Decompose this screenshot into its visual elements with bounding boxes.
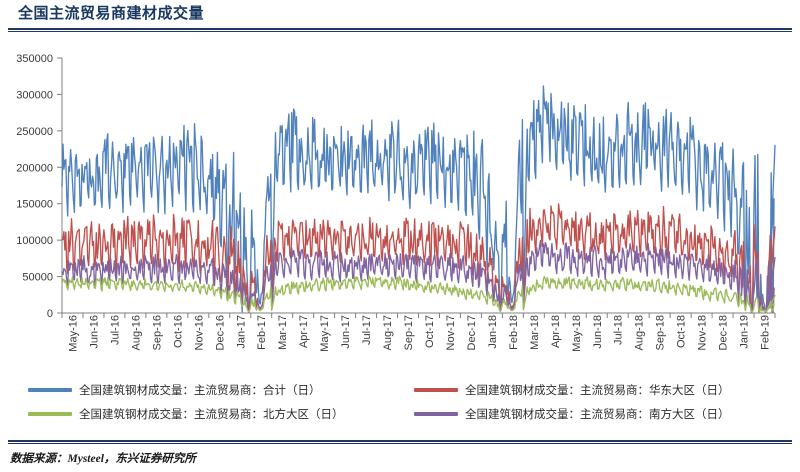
chart-legend: 全国建筑钢材成交量：主流贸易商：合计（日） 全国建筑钢材成交量：主流贸易商：华东…	[0, 378, 800, 426]
legend-label-east: 全国建筑钢材成交量：主流贸易商：华东大区（日）	[465, 385, 730, 397]
x-tick-label: Dec-16	[214, 315, 226, 350]
x-tick-label: Nov-18	[697, 315, 709, 350]
x-tick-label: Jun-17	[340, 315, 352, 349]
footer-divider-thick	[8, 440, 792, 442]
x-tick-label: Nov-16	[193, 315, 205, 350]
x-tick-label: Feb-18	[508, 315, 520, 350]
x-tick-label: Aug-16	[130, 315, 142, 350]
x-tick-label: Jan-18	[487, 315, 499, 349]
x-tick-label: May-18	[571, 315, 583, 352]
footer-source: 数据来源：Mysteel，东兴证券研究所	[10, 453, 196, 465]
x-tick-label: Feb-17	[256, 315, 268, 350]
x-tick-label: May-16	[67, 315, 79, 352]
legend-swatch-east	[414, 388, 458, 392]
title-bar: 全国主流贸易商建材成交量	[18, 4, 782, 24]
x-tick-label: Jul-17	[361, 315, 373, 345]
series-line-south	[61, 239, 776, 313]
legend-swatch-total	[28, 388, 72, 392]
y-tick-label: 250000	[16, 126, 53, 138]
x-tick-label: Aug-18	[634, 315, 646, 350]
page-title: 全国主流贸易商建材成交量	[18, 5, 205, 22]
series-line-north	[61, 275, 776, 313]
x-tick-label: Nov-17	[445, 315, 457, 350]
x-tick-label: Sep-18	[655, 315, 667, 350]
chart-svg: 0 50000 100000 150000 200000 250000 300000 3500…	[16, 53, 776, 320]
x-tick-label: May-17	[319, 315, 331, 352]
title-divider-thick	[8, 28, 792, 30]
x-tick-label: Jan-17	[235, 315, 247, 349]
x-tick-label: Feb-19	[760, 315, 772, 350]
x-tick-label: Mar-18	[529, 315, 541, 350]
y-tick-label: 300000	[16, 89, 53, 101]
legend-swatch-north	[28, 412, 72, 416]
legend-item-total[interactable]: 全国建筑钢材成交量：主流贸易商：合计（日）	[28, 380, 321, 400]
x-tick-label: Aug-17	[382, 315, 394, 350]
y-tick-label: 350000	[16, 53, 53, 65]
legend-swatch-south	[414, 412, 458, 416]
x-tick-label: Mar-17	[277, 315, 289, 350]
legend-item-north[interactable]: 全国建筑钢材成交量：主流贸易商：北方大区（日）	[28, 404, 344, 424]
x-tick-label: Apr-17	[298, 315, 310, 348]
x-tick-label: Dec-17	[466, 315, 478, 350]
x-tick-label: Sep-16	[151, 315, 163, 350]
legend-label-north: 全国建筑钢材成交量：主流贸易商：北方大区（日）	[79, 409, 344, 421]
y-axis-ticks	[57, 57, 62, 314]
y-tick-label: 50000	[22, 272, 53, 284]
y-tick-label: 0	[47, 308, 53, 320]
legend-label-south: 全国建筑钢材成交量：主流贸易商：南方大区（日）	[465, 409, 730, 421]
x-tick-label: Jul-18	[613, 315, 625, 345]
x-tick-label: Jun-16	[88, 315, 100, 349]
legend-item-east[interactable]: 全国建筑钢材成交量：主流贸易商：华东大区（日）	[414, 380, 730, 400]
series-line-east	[61, 203, 776, 313]
x-tick-label: Apr-18	[550, 315, 562, 348]
x-tick-label: Jul-16	[109, 315, 121, 345]
title-divider-thin	[8, 31, 792, 32]
footer-divider-thin	[8, 443, 792, 444]
x-axis-ticks	[61, 313, 776, 318]
x-tick-label: Oct-17	[424, 315, 436, 348]
y-tick-label: 100000	[16, 235, 53, 247]
x-tick-label: Sep-17	[403, 315, 415, 350]
x-tick-label: Dec-18	[718, 315, 730, 350]
data-series-group	[61, 85, 776, 313]
x-tick-label: Jun-18	[592, 315, 604, 349]
x-tick-label: Oct-16	[172, 315, 184, 348]
series-line-total	[61, 85, 776, 313]
y-tick-label: 150000	[16, 199, 53, 211]
y-tick-label: 200000	[16, 162, 53, 174]
y-axis-labels: 0 50000 100000 150000 200000 250000 300000 3500…	[16, 53, 53, 320]
x-tick-label: Oct-18	[676, 315, 688, 348]
legend-item-south[interactable]: 全国建筑钢材成交量：主流贸易商：南方大区（日）	[414, 404, 730, 424]
chart-plot-area: 0 50000 100000 150000 200000 250000 300000 3500…	[0, 36, 800, 336]
x-tick-label: Jan-19	[739, 315, 751, 349]
x-axis-label-group: May-16 Jun-16 Jul-16 Aug-16 Sep-16 Oct-16 Nov-…	[67, 315, 772, 352]
legend-label-total: 全国建筑钢材成交量：主流贸易商：合计（日）	[79, 385, 321, 397]
